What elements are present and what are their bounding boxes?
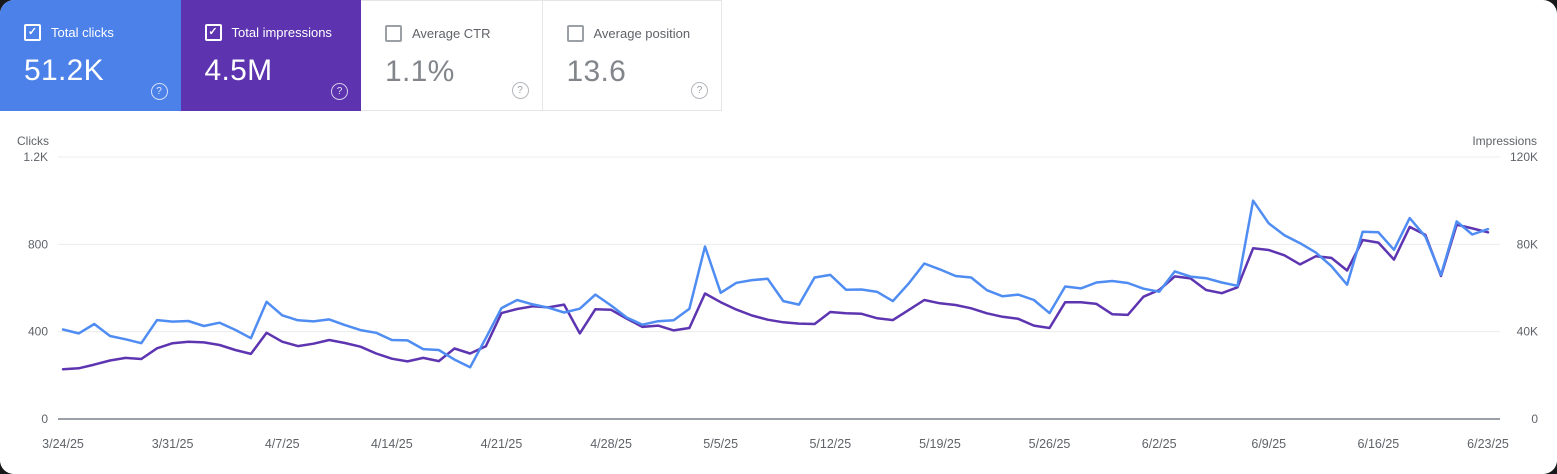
metric-label: Total impressions (231, 24, 332, 40)
x-axis-tick-label: 6/2/25 (1142, 437, 1177, 451)
x-axis-tick-label: 5/26/25 (1029, 437, 1071, 451)
right-axis-title: Impressions (1472, 134, 1537, 148)
x-axis-tick-label: 5/5/25 (703, 437, 738, 451)
help-icon[interactable]: ? (331, 83, 348, 100)
checkbox-checked-icon[interactable]: ✓ (24, 23, 41, 41)
metric-card-total-impressions[interactable]: ✓ Total impressions 4.5M ? (180, 0, 362, 111)
x-axis-tick-label: 4/21/25 (481, 437, 523, 451)
help-icon[interactable]: ? (511, 82, 529, 99)
x-axis-tick-label: 6/16/25 (1358, 437, 1400, 451)
metric-cards-row: ✓ Total clicks 51.2K ? ✓ Total impressio… (0, 0, 722, 111)
x-axis-tick-label: 4/14/25 (371, 437, 413, 451)
checkbox-unchecked-icon[interactable] (385, 24, 402, 42)
impressions-line (61, 223, 1490, 371)
x-axis-tick-label: 3/24/25 (42, 437, 84, 451)
help-icon[interactable]: ? (691, 82, 708, 99)
y-axis-tick-label-right: 80K (1517, 237, 1538, 251)
x-axis-tick-label: 5/19/25 (919, 437, 961, 451)
checkbox-checked-icon[interactable]: ✓ (204, 23, 222, 41)
x-axis-tick-label: 4/28/25 (590, 437, 632, 451)
x-axis-tick-label: 4/7/25 (265, 437, 300, 451)
metric-card-header: ✓ Total impressions (204, 23, 362, 41)
clicks-line (61, 199, 1490, 369)
y-axis-tick-label-left: 800 (28, 237, 48, 251)
y-axis-tick-label-left: 0 (41, 412, 48, 426)
metric-card-header: Average CTR (385, 24, 542, 42)
metric-label: Average CTR (412, 25, 491, 41)
x-axis-tick-label: 3/31/25 (152, 437, 194, 451)
x-axis-tick-label: 6/9/25 (1251, 437, 1286, 451)
x-axis-tick-label: 6/23/25 (1467, 437, 1509, 451)
metric-value: 4.5M (204, 54, 273, 87)
metric-card-total-clicks[interactable]: ✓ Total clicks 51.2K ? (0, 0, 181, 111)
performance-chart: Clicks Impressions 1.2K 120K 800 80K 400 40K 0… (0, 111, 1557, 474)
y-axis-tick-label-right: 120K (1510, 150, 1538, 164)
metric-value: 13.6 (566, 55, 627, 88)
x-axis-tick-label: 5/12/25 (809, 437, 851, 451)
help-icon[interactable]: ? (150, 83, 168, 100)
metric-label: Average position (593, 25, 691, 41)
checkbox-unchecked-icon[interactable] (566, 24, 584, 42)
y-axis-tick-label-right: 40K (1517, 325, 1538, 339)
metric-label: Total clicks (51, 24, 114, 40)
left-axis-title: Clicks (17, 134, 49, 148)
metric-card-header: Average position (566, 24, 722, 42)
metric-card-average-ctr[interactable]: Average CTR 1.1% ? (361, 0, 542, 111)
metric-card-header: ✓ Total clicks (24, 23, 181, 41)
metric-value: 51.2K (24, 54, 104, 87)
metric-card-average-position[interactable]: Average position 13.6 ? (541, 0, 722, 111)
y-axis-tick-label-left: 400 (28, 325, 48, 339)
chart-canvas: 1.2K 120K 800 80K 400 40K 0 0 3/24/25 3/31/25 4/7/… (23, 150, 1538, 451)
y-axis-tick-label-right: 0 (1531, 412, 1538, 426)
y-axis-tick-label-left: 1.2K (23, 150, 48, 164)
metric-value: 1.1% (385, 55, 455, 88)
